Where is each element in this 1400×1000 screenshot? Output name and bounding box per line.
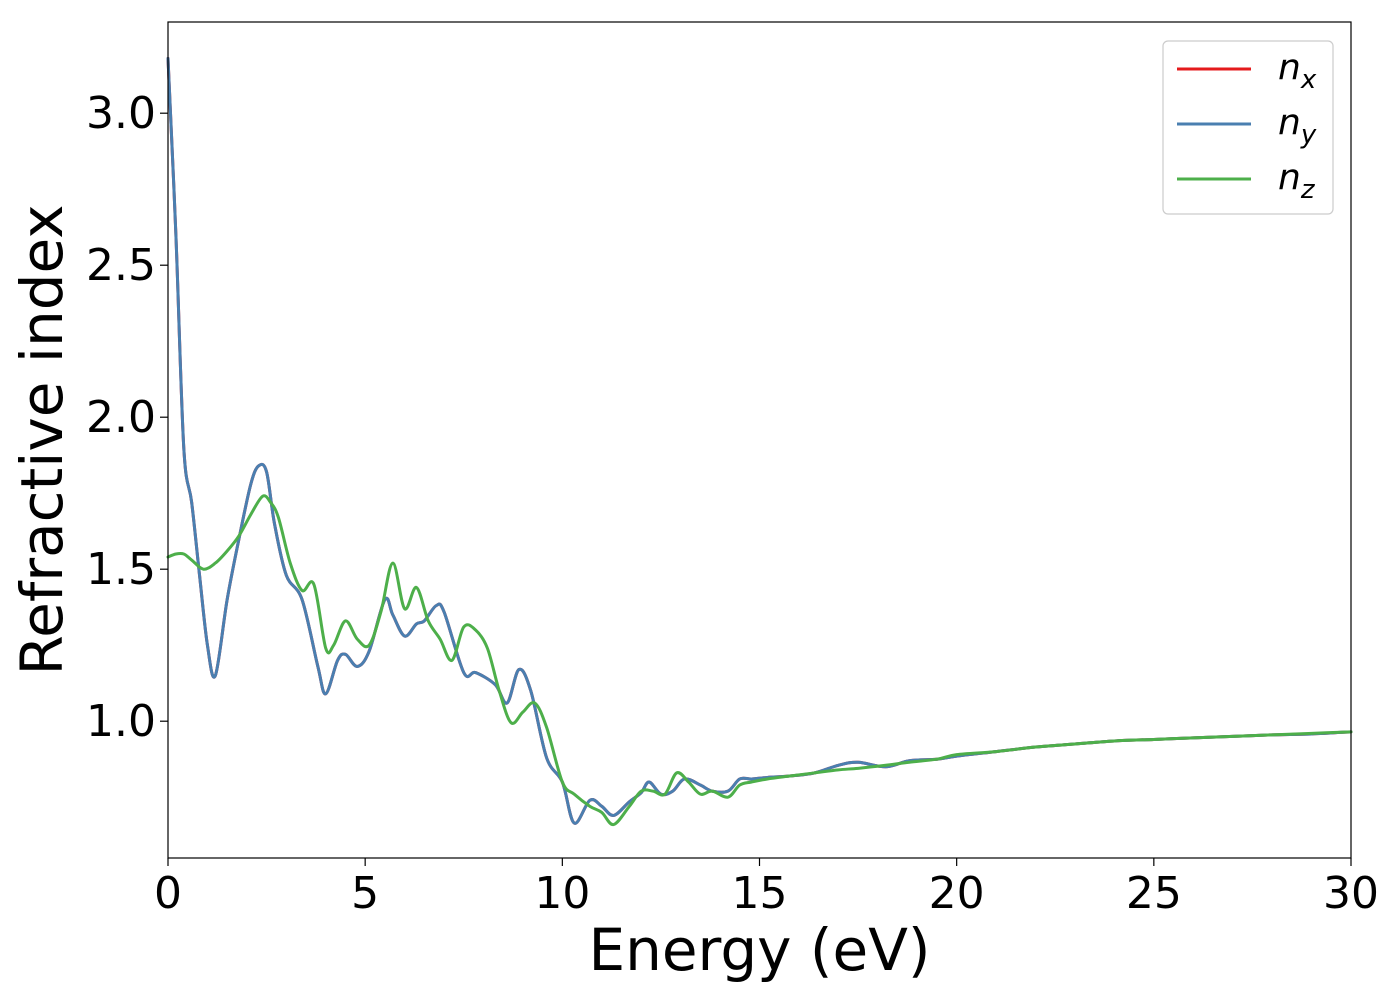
x-tick-label: 25 — [1126, 868, 1182, 919]
x-axis-label: Energy (eV) — [588, 916, 930, 984]
y-tick-label: 2.0 — [86, 392, 156, 443]
y-axis-label: Refractive index — [8, 204, 76, 675]
x-tick-label: 5 — [351, 868, 379, 919]
x-tick-label: 0 — [154, 868, 182, 919]
y-tick-label: 1.5 — [86, 544, 156, 595]
x-tick-label: 30 — [1323, 868, 1379, 919]
x-axis: 0 5 10 15 20 25 30 — [154, 858, 1379, 919]
legend: nx ny nz — [1162, 40, 1334, 215]
x-tick-label: 20 — [929, 868, 985, 919]
legend-frame — [1162, 40, 1334, 215]
series-line-z — [166, 494, 1353, 827]
y-tick-label: 3.0 — [86, 88, 156, 139]
legend-label-z: nz — [1278, 157, 1316, 205]
x-tick-label: 15 — [732, 868, 788, 919]
x-tick-label: 10 — [534, 868, 590, 919]
y-tick-label: 2.5 — [86, 240, 156, 291]
legend-label-x: nx — [1278, 47, 1317, 95]
legend-label-y: ny — [1278, 102, 1317, 150]
y-axis: 1.0 1.5 2.0 2.5 3.0 — [86, 88, 168, 747]
series-layer — [166, 56, 1353, 827]
y-tick-label: 1.0 — [86, 696, 156, 747]
series-line-y — [166, 56, 1353, 825]
